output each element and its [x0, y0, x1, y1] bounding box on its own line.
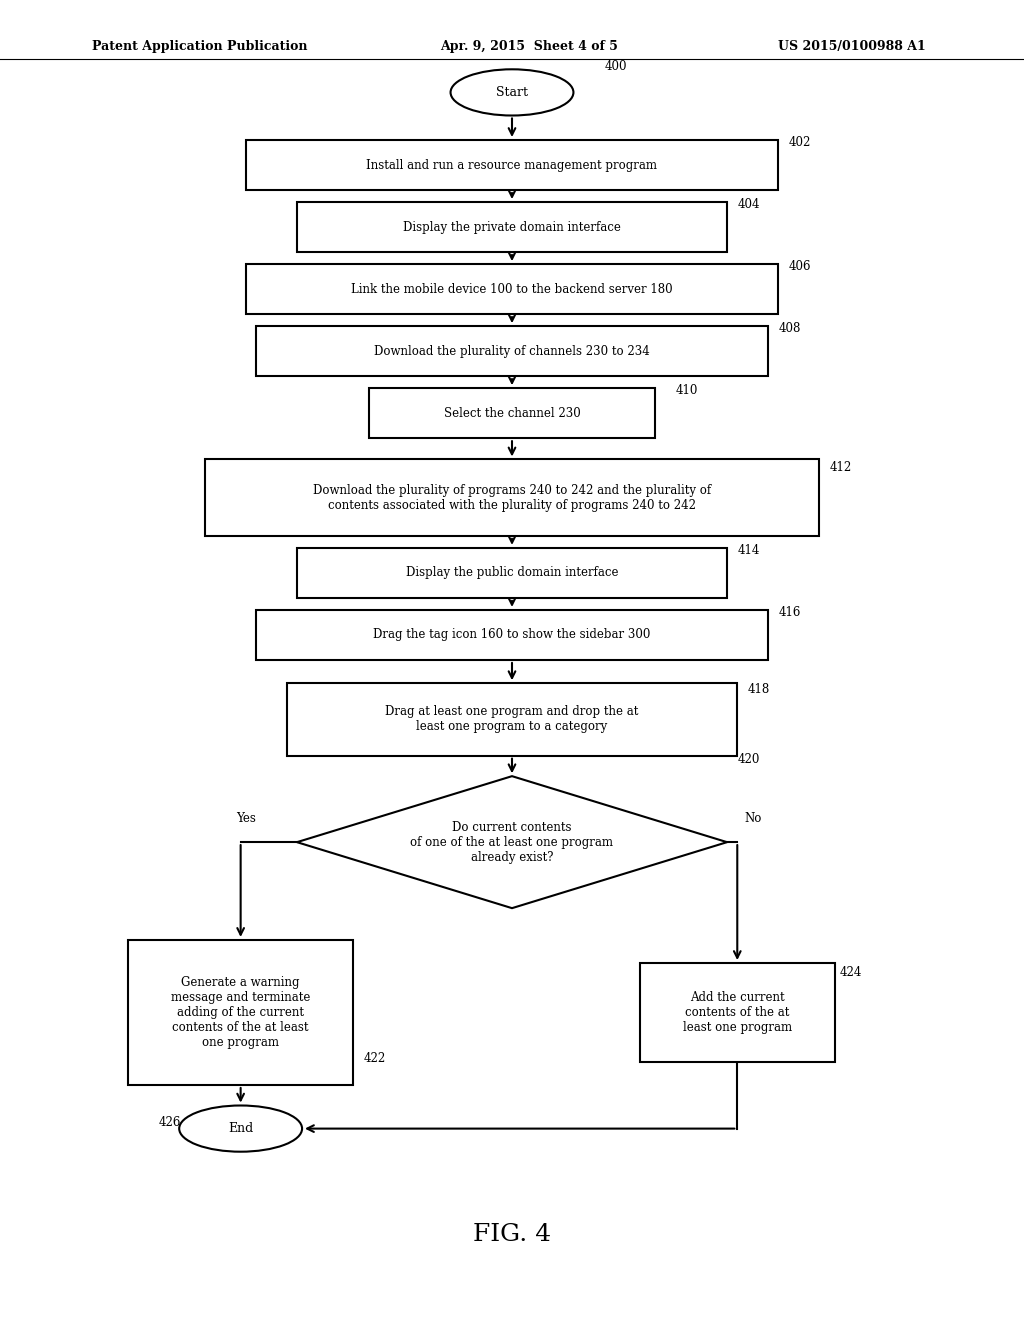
Text: Download the plurality of programs 240 to 242 and the plurality of
contents asso: Download the plurality of programs 240 t…: [313, 483, 711, 512]
Text: Install and run a resource management program: Install and run a resource management pr…: [367, 158, 657, 172]
FancyBboxPatch shape: [287, 684, 737, 755]
Text: No: No: [744, 812, 761, 825]
Text: Apr. 9, 2015  Sheet 4 of 5: Apr. 9, 2015 Sheet 4 of 5: [440, 40, 618, 53]
Text: End: End: [228, 1122, 253, 1135]
Text: FIG. 4: FIG. 4: [473, 1222, 551, 1246]
Text: Select the channel 230: Select the channel 230: [443, 407, 581, 420]
Polygon shape: [297, 776, 727, 908]
Text: 400: 400: [604, 59, 627, 73]
FancyBboxPatch shape: [369, 388, 655, 438]
Text: Patent Application Publication: Patent Application Publication: [92, 40, 307, 53]
FancyBboxPatch shape: [246, 264, 778, 314]
Text: 406: 406: [788, 260, 811, 273]
Text: Do current contents
of one of the at least one program
already exist?: Do current contents of one of the at lea…: [411, 821, 613, 863]
Text: Download the plurality of channels 230 to 234: Download the plurality of channels 230 t…: [374, 345, 650, 358]
Ellipse shape: [451, 69, 573, 115]
Text: Link the mobile device 100 to the backend server 180: Link the mobile device 100 to the backen…: [351, 282, 673, 296]
Text: Display the private domain interface: Display the private domain interface: [403, 220, 621, 234]
Text: 416: 416: [778, 606, 801, 619]
Text: 402: 402: [788, 136, 811, 149]
Text: Drag the tag icon 160 to show the sidebar 300: Drag the tag icon 160 to show the sideba…: [374, 628, 650, 642]
FancyBboxPatch shape: [128, 940, 353, 1085]
FancyBboxPatch shape: [297, 202, 727, 252]
Text: 414: 414: [737, 544, 760, 557]
FancyBboxPatch shape: [256, 610, 768, 660]
Text: 420: 420: [737, 752, 760, 766]
FancyBboxPatch shape: [297, 548, 727, 598]
FancyBboxPatch shape: [256, 326, 768, 376]
Text: 426: 426: [159, 1115, 181, 1129]
Text: 408: 408: [778, 322, 801, 335]
FancyBboxPatch shape: [246, 140, 778, 190]
FancyBboxPatch shape: [640, 964, 835, 1061]
Text: Start: Start: [496, 86, 528, 99]
Text: 404: 404: [737, 198, 760, 211]
FancyBboxPatch shape: [205, 459, 819, 536]
Text: 412: 412: [829, 461, 852, 474]
Text: US 2015/0100988 A1: US 2015/0100988 A1: [778, 40, 926, 53]
Text: Drag at least one program and drop the at
least one program to a category: Drag at least one program and drop the a…: [385, 705, 639, 734]
Text: Yes: Yes: [236, 812, 256, 825]
Text: 418: 418: [748, 682, 770, 696]
Text: 410: 410: [676, 384, 698, 397]
Text: Generate a warning
message and terminate
adding of the current
contents of the a: Generate a warning message and terminate…: [171, 975, 310, 1049]
Text: Add the current
contents of the at
least one program: Add the current contents of the at least…: [683, 991, 792, 1034]
Text: 422: 422: [364, 1052, 386, 1065]
Text: Display the public domain interface: Display the public domain interface: [406, 566, 618, 579]
Ellipse shape: [179, 1106, 302, 1151]
Text: 424: 424: [840, 966, 862, 979]
